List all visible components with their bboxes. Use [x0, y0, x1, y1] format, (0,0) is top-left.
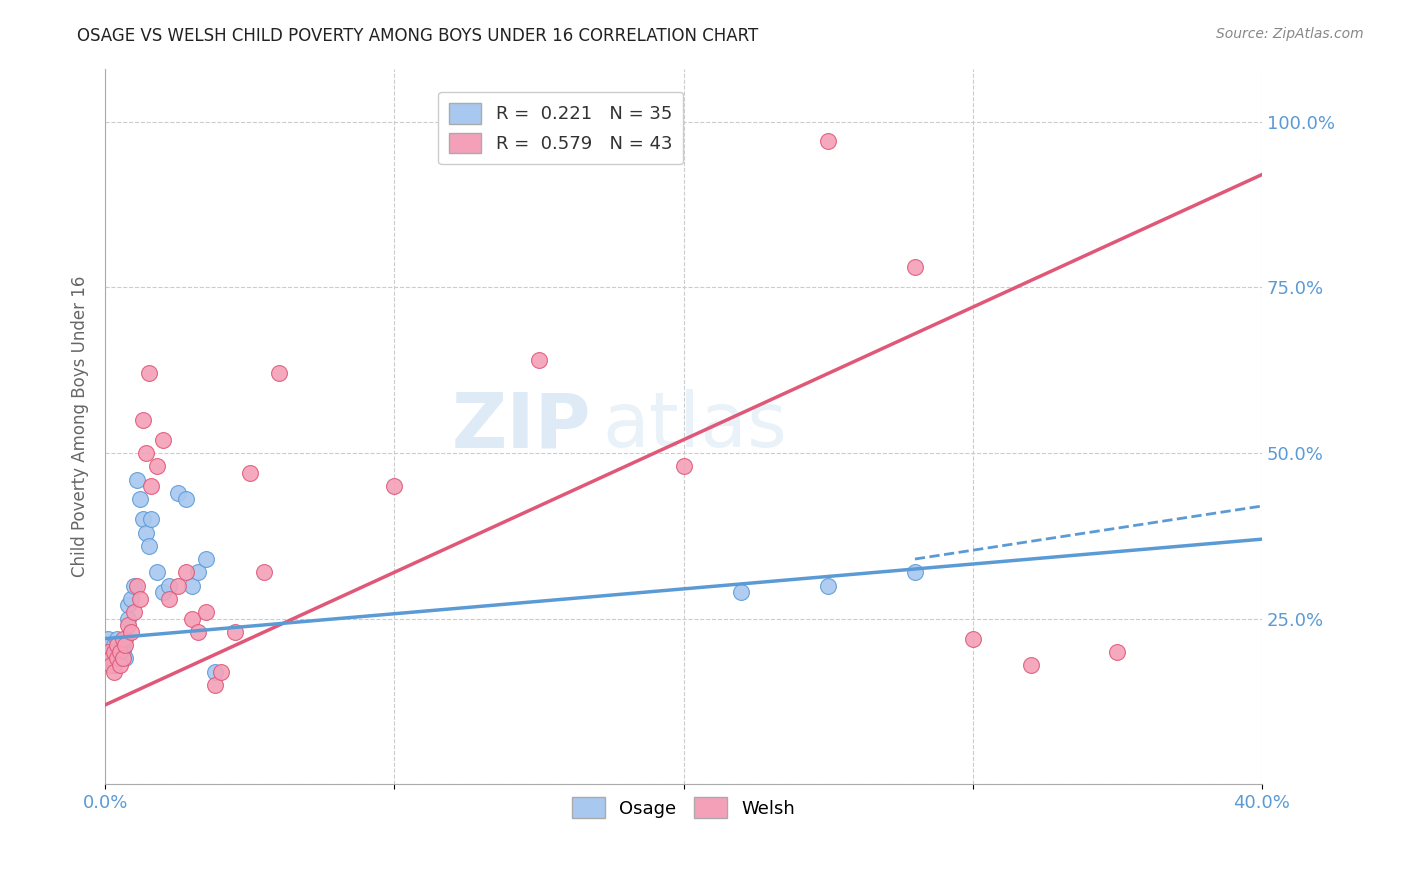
Point	[97, 632, 120, 646]
Text: atlas: atlas	[603, 390, 787, 464]
Point	[100, 651, 122, 665]
Point	[135, 525, 157, 540]
Point	[125, 578, 148, 592]
Point	[817, 135, 839, 149]
Point	[1107, 645, 1129, 659]
Point	[111, 645, 134, 659]
Point	[181, 612, 204, 626]
Point	[672, 459, 695, 474]
Point	[817, 578, 839, 592]
Point	[114, 632, 136, 646]
Point	[209, 665, 232, 679]
Point	[114, 651, 136, 665]
Point	[224, 624, 246, 639]
Point	[117, 618, 139, 632]
Point	[103, 665, 125, 679]
Point	[132, 512, 155, 526]
Point	[138, 539, 160, 553]
Point	[904, 566, 927, 580]
Text: OSAGE VS WELSH CHILD POVERTY AMONG BOYS UNDER 16 CORRELATION CHART: OSAGE VS WELSH CHILD POVERTY AMONG BOYS …	[77, 27, 759, 45]
Point	[105, 632, 128, 646]
Point	[166, 485, 188, 500]
Point	[962, 632, 984, 646]
Point	[105, 638, 128, 652]
Point	[166, 578, 188, 592]
Point	[97, 645, 120, 659]
Point	[174, 566, 197, 580]
Point	[146, 566, 169, 580]
Point	[105, 645, 128, 659]
Point	[730, 585, 752, 599]
Point	[267, 367, 290, 381]
Point	[103, 658, 125, 673]
Point	[111, 651, 134, 665]
Point	[384, 479, 406, 493]
Point	[187, 566, 209, 580]
Point	[120, 591, 142, 606]
Point	[122, 578, 145, 592]
Point	[152, 433, 174, 447]
Point	[114, 638, 136, 652]
Point	[122, 605, 145, 619]
Point	[108, 645, 131, 659]
Point	[108, 645, 131, 659]
Point	[132, 413, 155, 427]
Point	[239, 466, 262, 480]
Point	[1019, 658, 1042, 673]
Point	[204, 665, 226, 679]
Point	[117, 612, 139, 626]
Point	[138, 367, 160, 381]
Point	[146, 459, 169, 474]
Point	[157, 578, 180, 592]
Text: Source: ZipAtlas.com: Source: ZipAtlas.com	[1216, 27, 1364, 41]
Point	[100, 651, 122, 665]
Point	[117, 599, 139, 613]
Text: ZIP: ZIP	[451, 390, 591, 464]
Point	[108, 651, 131, 665]
Point	[108, 658, 131, 673]
Point	[100, 645, 122, 659]
Point	[100, 658, 122, 673]
Point	[120, 624, 142, 639]
Point	[187, 624, 209, 639]
Point	[174, 492, 197, 507]
Point	[152, 585, 174, 599]
Point	[111, 638, 134, 652]
Point	[129, 591, 152, 606]
Point	[195, 552, 218, 566]
Point	[103, 638, 125, 652]
Point	[135, 446, 157, 460]
Point	[141, 479, 163, 493]
Point	[111, 632, 134, 646]
Point	[103, 645, 125, 659]
Point	[141, 512, 163, 526]
Point	[129, 492, 152, 507]
Point	[904, 260, 927, 275]
Point	[253, 566, 276, 580]
Point	[527, 353, 550, 368]
Y-axis label: Child Poverty Among Boys Under 16: Child Poverty Among Boys Under 16	[72, 276, 89, 577]
Point	[181, 578, 204, 592]
Point	[125, 473, 148, 487]
Legend: Osage, Welsh: Osage, Welsh	[565, 790, 803, 825]
Point	[204, 678, 226, 692]
Point	[195, 605, 218, 619]
Point	[105, 651, 128, 665]
Point	[157, 591, 180, 606]
